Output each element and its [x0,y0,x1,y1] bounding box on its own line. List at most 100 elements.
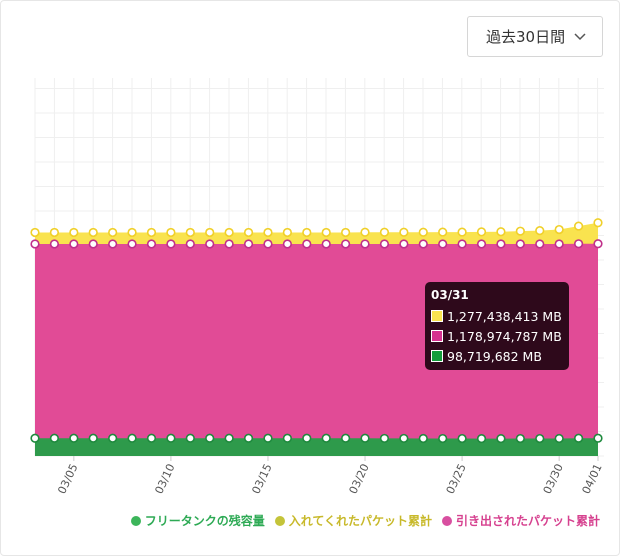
point-deposited [88,227,98,238]
point-withdrawn [399,239,409,249]
point-deposited [476,227,487,237]
legend-item-withdrawn[interactable]: 引き出されたパケット累計 [441,512,600,529]
legend-label-free-tank: フリータンクの残容量 [144,514,265,528]
point-deposited [438,227,448,237]
point-deposited [49,227,60,238]
point-deposited [146,227,157,238]
area-free-tank [35,438,598,456]
point-deposited [205,227,215,238]
point-deposited [321,227,331,238]
point-deposited [457,227,467,237]
point-withdrawn [341,239,351,249]
date-range-label: 過去30日間 [486,28,566,46]
point-withdrawn [418,239,428,249]
point-deposited [573,221,584,231]
tooltip-row-yellow: 1,277,438,413 MB [431,306,563,326]
legend-dot-pink [441,515,452,526]
point-withdrawn [554,239,564,249]
point-free-tank [399,433,409,444]
legend-dot-green [130,515,141,526]
point-withdrawn [205,239,215,249]
point-free-tank [224,433,234,443]
point-free-tank [438,433,448,444]
point-deposited [535,226,545,236]
point-free-tank [535,433,545,444]
point-deposited [379,227,390,237]
tooltip-date: 03/31 [431,288,469,302]
point-deposited [282,227,292,238]
x-tick-label: 03/15 [250,462,275,496]
point-deposited [418,227,428,237]
point-deposited [554,224,564,235]
x-tick-label: 03/10 [152,462,177,496]
tooltip-swatch-pink [431,330,443,342]
point-deposited [593,218,603,228]
point-deposited [515,226,525,236]
tooltip-row-pink: 1,178,974,787 MB [431,326,563,346]
point-free-tank [282,433,292,443]
point-deposited [360,227,370,237]
point-free-tank [476,433,487,444]
point-free-tank [205,433,215,443]
point-free-tank [69,433,79,443]
legend-label-withdrawn: 引き出されたパケット累計 [455,514,600,528]
x-tick-label: 03/30 [541,462,566,496]
point-free-tank [573,433,584,443]
point-withdrawn [476,239,487,249]
point-withdrawn [496,239,506,249]
point-withdrawn [438,239,448,249]
point-free-tank [360,433,370,443]
chart-tooltip: 03/31 1,277,438,413 MB 1,178,974,787 MB … [425,282,569,370]
point-withdrawn [224,239,234,249]
x-tick-label: 03/25 [444,462,469,496]
point-deposited [166,227,176,238]
point-deposited [185,227,195,238]
x-tick-label: 03/20 [347,462,372,496]
point-free-tank [30,433,40,443]
point-withdrawn [69,239,79,249]
date-range-select[interactable]: 過去30日間 [467,16,603,57]
point-free-tank [146,433,157,443]
point-withdrawn [49,239,60,249]
point-withdrawn [573,239,584,249]
tooltip-value-pink: 1,178,974,787 MB [447,328,562,344]
point-free-tank [185,433,195,443]
point-free-tank [341,433,351,443]
x-tick-label: 03/05 [55,462,80,496]
legend-item-deposited[interactable]: 入れてくれたパケット累計 [274,512,432,529]
point-withdrawn [282,239,292,249]
tooltip-row-green: 98,719,682 MB [431,346,563,366]
legend-item-free-tank[interactable]: フリータンクの残容量 [130,512,265,529]
point-withdrawn [108,239,118,249]
point-deposited [302,227,312,238]
point-withdrawn [321,239,331,249]
point-withdrawn [457,239,467,249]
point-deposited [496,227,506,237]
point-free-tank [88,433,98,443]
point-free-tank [49,433,60,443]
point-deposited [399,227,409,237]
point-withdrawn [30,239,40,249]
point-free-tank [554,433,564,444]
legend-label-deposited: 入れてくれたパケット累計 [288,514,432,528]
point-deposited [30,227,40,238]
point-withdrawn [379,239,390,249]
point-withdrawn [243,239,254,249]
point-free-tank [379,433,390,444]
point-withdrawn [185,239,195,249]
chevron-down-icon [574,33,586,41]
point-free-tank [496,433,506,444]
point-free-tank [263,433,273,443]
point-withdrawn [593,239,603,249]
tooltip-swatch-yellow [431,310,443,322]
point-deposited [341,227,351,238]
point-free-tank [457,433,467,444]
point-free-tank [127,433,137,443]
point-deposited [69,227,79,238]
point-withdrawn [302,239,312,249]
point-withdrawn [127,239,137,249]
point-deposited [224,227,234,238]
point-withdrawn [88,239,98,249]
point-free-tank [418,433,428,444]
point-withdrawn [166,239,176,249]
